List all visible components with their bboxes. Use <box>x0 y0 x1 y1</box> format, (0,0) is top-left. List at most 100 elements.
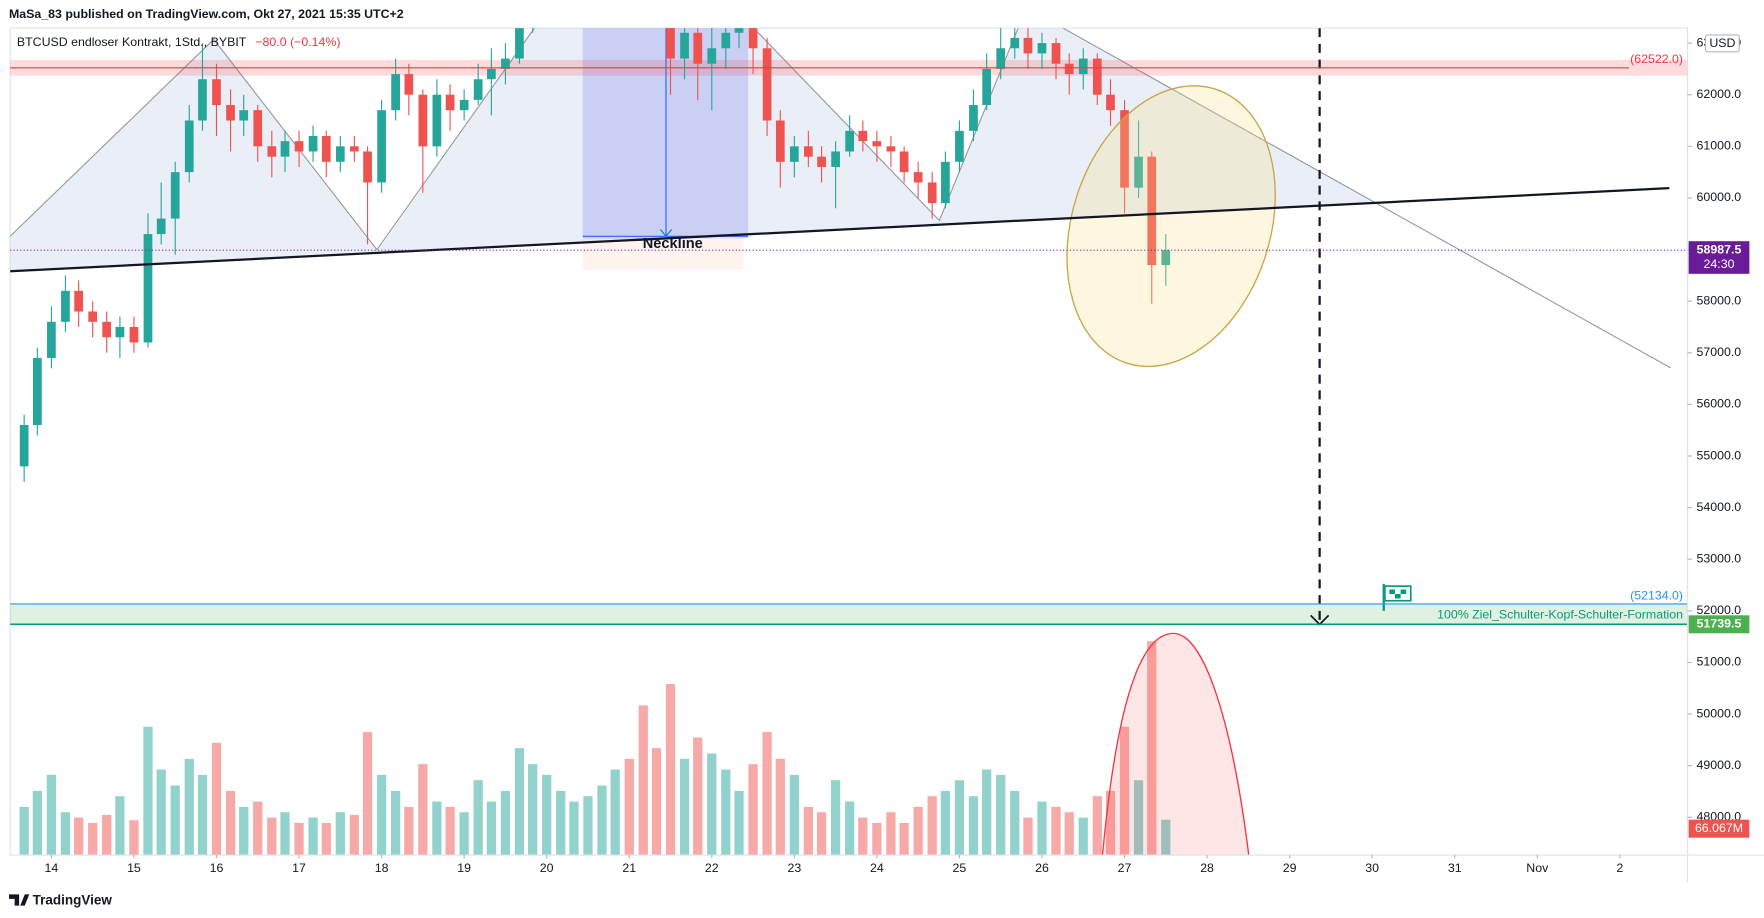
volume-bar <box>624 758 634 855</box>
candle-body <box>913 172 923 183</box>
candle-body <box>858 130 868 142</box>
candle-body <box>666 28 675 59</box>
volume-bar <box>253 801 263 855</box>
candle-body <box>349 146 359 152</box>
volume-bar <box>940 790 951 855</box>
volume-bar <box>1010 790 1020 855</box>
candle-body <box>198 79 207 121</box>
footer-logo <box>9 894 30 906</box>
volume-bar <box>610 769 620 855</box>
volume-bar <box>129 820 139 855</box>
volume-bar <box>239 806 249 855</box>
volume-bar <box>803 806 813 855</box>
volume-bar <box>913 806 923 855</box>
candle-body <box>1147 156 1157 266</box>
volume-bar <box>514 748 525 855</box>
candle-body <box>445 94 455 111</box>
countdown: 24:30 <box>1704 257 1735 271</box>
candle-body <box>707 48 717 64</box>
candle-body <box>762 48 772 121</box>
volume-bar <box>335 812 345 855</box>
last-price-label: 58987.5 <box>1697 242 1742 256</box>
volume-bar <box>404 806 414 855</box>
candle-body <box>969 105 978 131</box>
volume-bar <box>267 817 277 855</box>
candle-body <box>831 151 840 167</box>
candle-body <box>212 79 221 106</box>
volume-bar <box>528 764 538 855</box>
candle-body <box>377 110 386 183</box>
candle-body <box>143 234 153 343</box>
candle-body <box>817 156 826 167</box>
candle-body <box>1010 37 1020 49</box>
volume-bar <box>1037 801 1047 855</box>
candle-body <box>19 425 29 467</box>
volume-bar <box>1023 817 1033 855</box>
x-tick-label: 21 <box>622 861 636 875</box>
volume-bar <box>638 705 648 855</box>
volume-bar <box>679 758 690 855</box>
y-tick-label: 61000.0 <box>1697 139 1742 153</box>
candle-body <box>88 311 98 322</box>
volume-bar <box>102 814 112 855</box>
volume-bar <box>321 822 331 855</box>
x-tick-label: 15 <box>127 861 141 875</box>
volume-bar <box>211 742 222 855</box>
volume-bar <box>74 817 84 855</box>
candle-body <box>47 321 56 358</box>
volume-bar <box>115 796 125 855</box>
x-tick-label: 16 <box>210 861 224 875</box>
candle-body <box>33 357 42 426</box>
y-tick-label: 49000.0 <box>1697 758 1742 772</box>
hs-pattern-fill <box>10 28 1375 272</box>
candle-body <box>1023 37 1033 54</box>
candle-body <box>996 48 1006 69</box>
plot-area <box>9 27 1689 856</box>
candle-body <box>982 68 992 106</box>
y-tick-label: 60000.0 <box>1697 190 1742 204</box>
target-label: 100% Ziel_Schulter-Kopf-Schulter-Formati… <box>1437 608 1683 622</box>
volume-bar <box>1119 726 1130 855</box>
volume-bar <box>88 822 98 855</box>
volume-bar <box>170 785 180 855</box>
candle-body <box>1064 63 1074 75</box>
candle-body <box>899 151 909 173</box>
hs-zigzag <box>753 28 1019 222</box>
y-tick-label: 51000.0 <box>1697 655 1742 669</box>
volume-arc <box>1101 632 1250 855</box>
volume-bar <box>569 801 579 855</box>
date-range-label-bg <box>582 238 744 270</box>
volume-bar <box>816 812 827 855</box>
candle-body <box>115 326 125 338</box>
candle-body <box>1078 58 1088 75</box>
x-tick-label: 28 <box>1200 861 1214 875</box>
y-tick-label: 54000.0 <box>1697 500 1742 514</box>
volume-bar <box>583 796 593 855</box>
candle-body <box>102 321 112 338</box>
x-tick-label: 29 <box>1283 861 1297 875</box>
volume-bar <box>1051 806 1061 855</box>
y-tick-label: 57000.0 <box>1697 345 1742 359</box>
highlight-ellipse <box>1066 85 1276 368</box>
volume-bar <box>1147 641 1157 855</box>
x-tick-label: 24 <box>870 861 884 875</box>
symbol-title: BTCUSD endloser Kontrakt, 1Std., BYBIT <box>17 35 247 49</box>
volume-bar <box>693 737 703 855</box>
volume-bar <box>734 790 744 855</box>
candle-body <box>74 290 83 312</box>
x-tick-label: 26 <box>1035 861 1049 875</box>
candle-body <box>734 28 744 33</box>
currency-box <box>1704 34 1740 53</box>
candle-body <box>941 161 950 204</box>
volume-bar <box>362 732 373 855</box>
volume-bar <box>143 726 153 855</box>
volume-bar <box>294 822 304 855</box>
volume-bar <box>927 796 937 855</box>
level-badge <box>1688 615 1750 634</box>
currency: USD <box>1709 36 1735 50</box>
level-badge-label: 51739.5 <box>1697 617 1742 631</box>
volume-bar <box>500 790 511 855</box>
candle-body <box>226 105 235 121</box>
last-price-badge <box>1688 241 1750 274</box>
volume-bar <box>225 790 236 855</box>
